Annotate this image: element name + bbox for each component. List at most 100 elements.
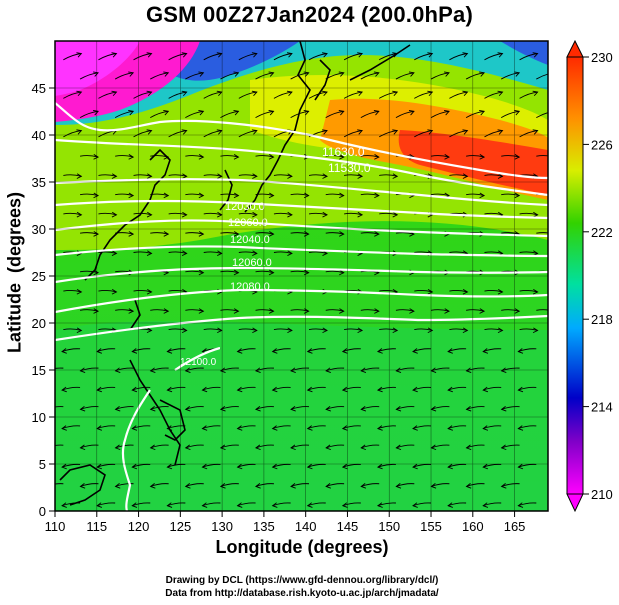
streamline	[377, 386, 396, 391]
streamline	[396, 367, 415, 372]
streamline-arrowhead	[128, 154, 135, 160]
streamline	[501, 367, 520, 372]
streamline	[61, 348, 81, 352]
streamline	[447, 425, 467, 430]
streamline-arrowhead	[462, 173, 469, 179]
streamline	[238, 174, 257, 177]
streamline-arrowhead	[447, 425, 453, 431]
streamline-arrowhead	[427, 288, 434, 295]
streamline-arrowhead	[163, 231, 170, 237]
streamline	[360, 193, 379, 197]
streamline	[63, 328, 82, 331]
streamline-arrowhead	[93, 308, 100, 314]
streamline-arrowhead	[482, 386, 489, 393]
streamline	[238, 251, 257, 254]
streamline-arrowhead	[216, 129, 223, 135]
streamline	[344, 328, 363, 331]
streamline	[150, 406, 169, 410]
streamline-arrowhead	[131, 386, 138, 393]
streamline	[115, 193, 134, 197]
streamline	[536, 309, 548, 311]
streamline	[255, 155, 274, 158]
x-tick-label: 130	[211, 519, 233, 534]
streamline	[360, 309, 379, 312]
streamline-arrowhead	[376, 386, 383, 393]
streamline-arrowhead	[251, 52, 258, 58]
streamline	[412, 386, 432, 391]
streamline	[325, 483, 345, 487]
streamline	[325, 406, 345, 410]
streamline	[431, 444, 450, 449]
streamline-arrowhead	[254, 405, 261, 412]
streamline	[202, 425, 221, 430]
streamline	[132, 348, 151, 352]
streamline-arrowhead	[111, 52, 118, 58]
streamline-arrowhead	[306, 502, 313, 508]
streamline-arrowhead	[374, 192, 380, 199]
streamline	[133, 251, 152, 254]
streamline-arrowhead	[233, 308, 240, 314]
streamline	[273, 91, 292, 99]
streamline	[133, 289, 152, 293]
streamline-arrowhead	[61, 502, 67, 508]
streamline	[396, 483, 415, 487]
streamline-arrowhead	[412, 463, 418, 470]
y-tick-label: 20	[32, 316, 46, 331]
x-axis-ticks: 110 115 120 125 130 135 140 145 150 155 160 165	[45, 511, 525, 534]
streamline	[255, 110, 274, 119]
streamline-arrowhead	[514, 154, 521, 160]
x-tick-label: 125	[169, 519, 191, 534]
streamline	[203, 53, 222, 61]
streamline-arrowhead	[517, 348, 524, 354]
streamline-arrowhead	[357, 90, 364, 97]
y-axis-ticks: 0 5 10 15 20 25 30 35 40 45	[32, 81, 55, 519]
streamline	[307, 502, 326, 507]
streamline	[150, 483, 169, 487]
streamline	[273, 53, 292, 61]
streamline	[203, 328, 222, 331]
streamline-arrowhead	[462, 327, 469, 334]
streamline	[115, 406, 134, 410]
streamline-arrowhead	[500, 483, 507, 489]
streamline	[325, 309, 344, 312]
streamline	[536, 112, 548, 119]
svg-text:12030.0: 12030.0	[225, 201, 265, 213]
streamline-arrowhead	[146, 250, 153, 256]
streamline	[272, 425, 291, 430]
streamline-arrowhead	[341, 425, 348, 431]
streamline	[449, 53, 468, 61]
streamline	[98, 212, 117, 216]
streamline-arrowhead	[392, 211, 399, 218]
streamline	[132, 386, 151, 391]
streamline-arrowhead	[360, 367, 367, 373]
streamline	[325, 232, 344, 235]
streamline	[447, 386, 467, 391]
streamline-arrowhead	[181, 173, 188, 179]
streamline	[168, 174, 187, 177]
streamline	[272, 463, 291, 468]
streamline-arrowhead	[114, 483, 121, 489]
streamline-arrowhead	[462, 90, 469, 97]
streamline-arrowhead	[93, 71, 99, 77]
streamline	[63, 91, 82, 99]
streamline-arrowhead	[409, 308, 415, 314]
streamline	[255, 72, 274, 80]
streamline-arrowhead	[131, 348, 138, 354]
red-region	[398, 130, 548, 195]
streamline	[501, 155, 520, 158]
colorbar-tick-label: 210	[591, 487, 613, 502]
streamline	[272, 386, 291, 391]
streamline	[185, 309, 204, 312]
streamline	[500, 110, 520, 119]
streamline-arrowhead	[111, 90, 118, 97]
streamline	[167, 502, 186, 507]
streamline-arrowhead	[181, 52, 188, 58]
streamline-arrowhead	[322, 52, 328, 58]
streamline-arrowhead	[427, 327, 434, 334]
streamline	[484, 212, 503, 216]
streamline-arrowhead	[427, 90, 434, 97]
streamline	[61, 386, 81, 391]
streamline-arrowhead	[497, 173, 504, 179]
streamline	[255, 232, 274, 235]
